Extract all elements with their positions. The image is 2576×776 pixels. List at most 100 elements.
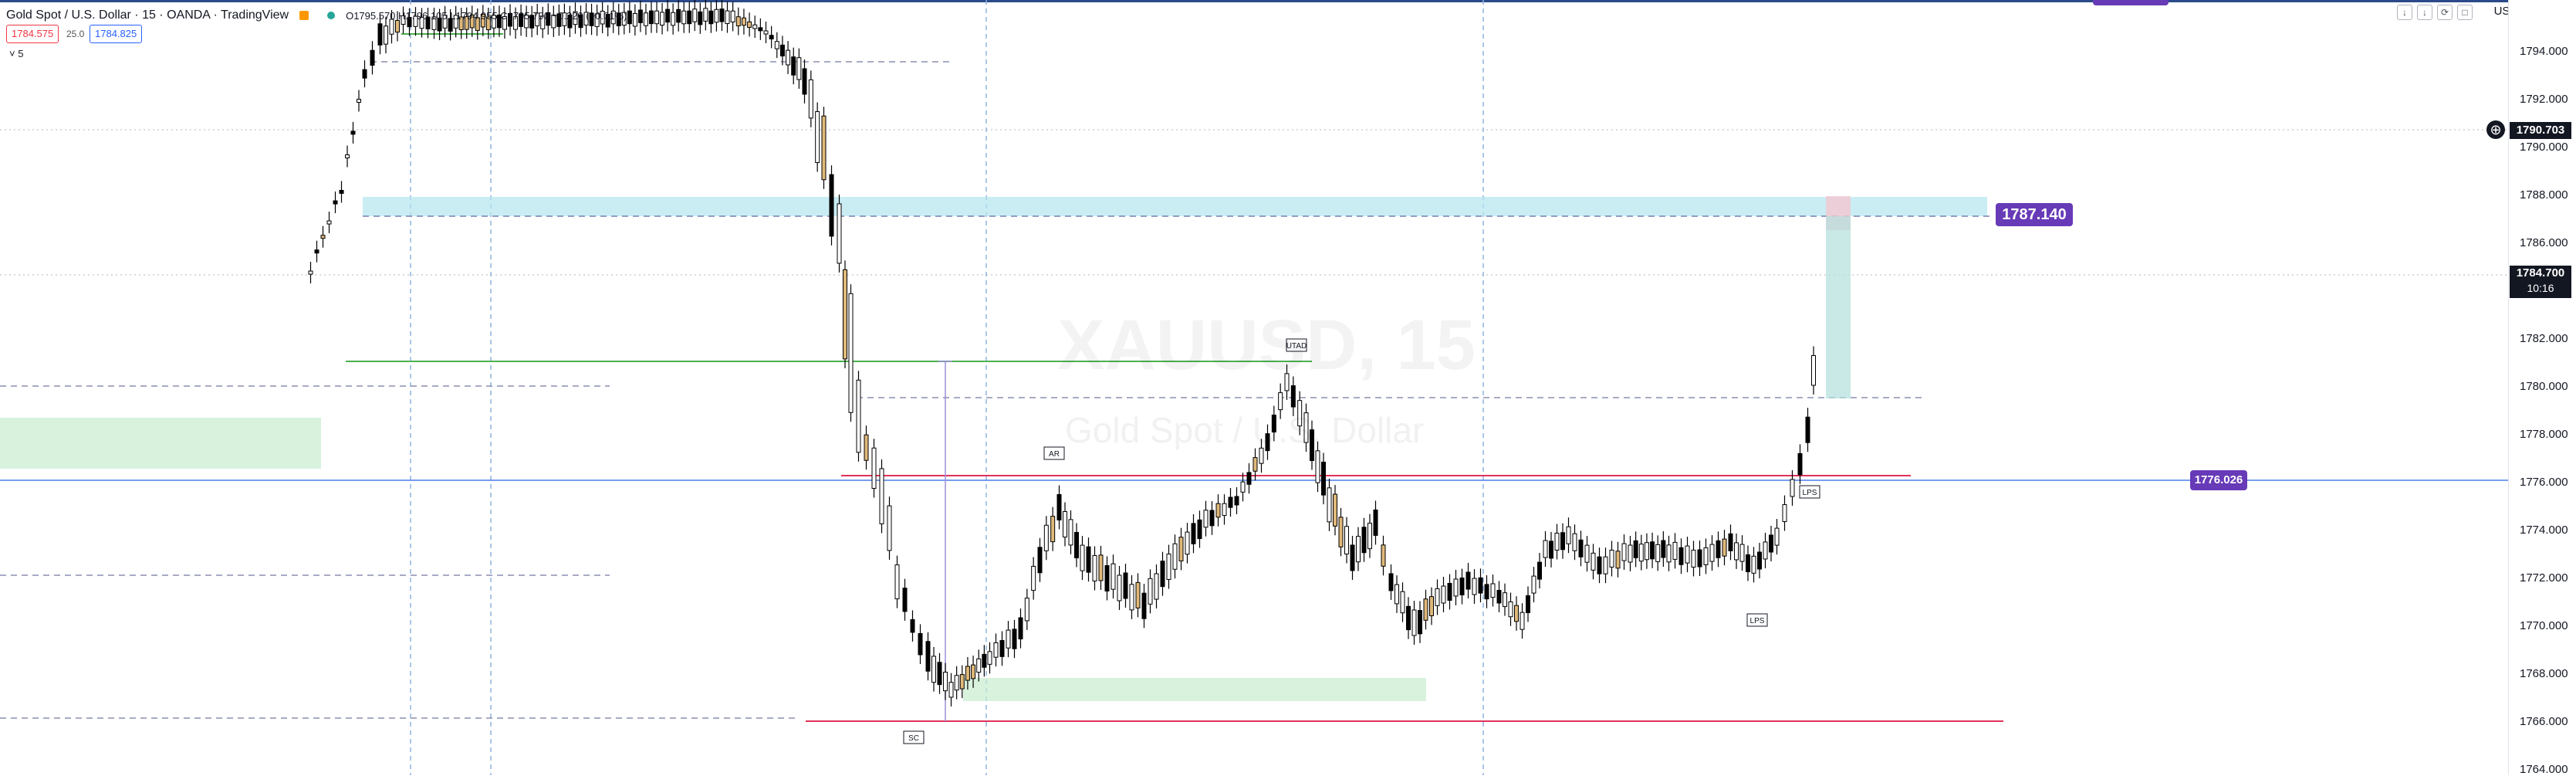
candle: [1678, 547, 1684, 565]
indicator-collapse-toggle[interactable]: ˅ 5: [9, 48, 24, 59]
candle: [1367, 523, 1372, 550]
bar-countdown: 10:16: [2527, 282, 2554, 294]
candle: [1472, 578, 1477, 595]
symbol-title[interactable]: Gold Spot / U.S. Dollar · 15 · OANDA · T…: [6, 8, 289, 22]
chart-header: Gold Spot / U.S. Dollar · 15 · OANDA · T…: [6, 6, 627, 25]
candle: [605, 14, 610, 28]
candle: [741, 17, 746, 26]
scroll-back-icon[interactable]: ↓: [2417, 5, 2432, 20]
price-axis[interactable]: 1794.000 1792.000 1790.000 1788.000 1786.000…: [2508, 0, 2576, 776]
event-tag-label: SC: [908, 734, 919, 743]
resistance-zone: [363, 197, 1987, 216]
candle: [1763, 541, 1768, 560]
candle: [902, 588, 908, 612]
event-tag-label: LPS: [1803, 489, 1817, 497]
buy-button[interactable]: 1784.825: [90, 25, 143, 43]
price-tick: 1782.000: [2520, 332, 2568, 345]
candle: [610, 10, 616, 25]
candle: [567, 15, 573, 29]
candle: [747, 21, 752, 28]
candle: [1484, 584, 1489, 600]
candle: [546, 12, 551, 26]
candle: [925, 641, 931, 672]
candle: [982, 653, 987, 668]
candle: [1024, 598, 1029, 622]
price-tick: 1766.000: [2520, 715, 2568, 728]
candle: [1435, 588, 1440, 606]
market-status-icon[interactable]: [299, 11, 309, 20]
candle: [1074, 532, 1079, 559]
candle: [660, 12, 665, 25]
candle: [1447, 583, 1452, 601]
candle: [1185, 531, 1190, 555]
price-tick: 1778.000: [2520, 428, 2568, 441]
candle: [389, 19, 394, 35]
candle: [453, 15, 458, 29]
candle: [535, 12, 540, 26]
candle: [703, 8, 708, 22]
price-tick: 1770.000: [2520, 619, 2568, 632]
sell-button[interactable]: 1784.575: [6, 25, 59, 43]
drawing-label-top[interactable]: [2093, 0, 2169, 5]
refresh-icon[interactable]: ⟳: [2437, 5, 2453, 20]
candle: [621, 12, 627, 26]
candle: [1086, 546, 1091, 573]
candle: [1453, 578, 1459, 597]
candle: [1526, 595, 1530, 613]
candle: [1068, 519, 1073, 546]
candle: [1503, 592, 1507, 608]
candle: [464, 16, 469, 30]
candle: [1333, 493, 1337, 527]
add-alert-plus-icon[interactable]: ⊕: [2486, 120, 2505, 139]
candle: [1584, 544, 1590, 563]
candle: [1327, 487, 1332, 523]
candle: [1661, 540, 1666, 558]
resistance-price-label[interactable]: 1787.140: [1996, 203, 2073, 226]
candle: [413, 15, 418, 27]
event-tag-box: [1043, 446, 1065, 460]
candle: [384, 25, 388, 45]
candle: [1423, 598, 1428, 621]
candle: [1063, 511, 1067, 538]
candle: [573, 11, 578, 25]
scroll-down-icon[interactable]: ↓: [2397, 5, 2412, 20]
candle: [1344, 526, 1349, 554]
demand-zone: [963, 678, 1426, 701]
candle: [1709, 544, 1715, 562]
candle: [458, 16, 464, 31]
restore-icon[interactable]: □: [2457, 5, 2473, 20]
candle: [1734, 542, 1739, 561]
candle: [1406, 605, 1411, 631]
candle: [1117, 574, 1122, 601]
candle: [1697, 549, 1702, 568]
candle: [671, 12, 676, 26]
candle: [987, 651, 992, 665]
candle: [1166, 554, 1171, 581]
candle: [1197, 519, 1202, 540]
candle: [1441, 585, 1446, 604]
candle: [1394, 584, 1399, 605]
event-tag-label: AR: [1049, 450, 1060, 459]
candle: [1609, 549, 1614, 568]
candle: [808, 79, 813, 119]
candle: [871, 447, 877, 489]
spread-value: 25.0: [66, 29, 85, 39]
candle: [600, 10, 605, 25]
candle: [496, 14, 502, 29]
candle: [1520, 612, 1525, 630]
candle: [1560, 532, 1565, 551]
candle: [815, 111, 820, 164]
candle: [1031, 565, 1036, 591]
candle: [848, 293, 854, 413]
candle: [1650, 541, 1655, 560]
candle: [1018, 617, 1023, 640]
support-price-label[interactable]: 1776.026: [2190, 470, 2247, 490]
candle: [519, 13, 524, 27]
price-tick: 1776.000: [2520, 476, 2568, 489]
candle: [1411, 609, 1417, 636]
candle: [1543, 540, 1548, 558]
price-tick: 1774.000: [2520, 524, 2568, 537]
candle: [1203, 510, 1209, 528]
candle: [1508, 601, 1513, 618]
